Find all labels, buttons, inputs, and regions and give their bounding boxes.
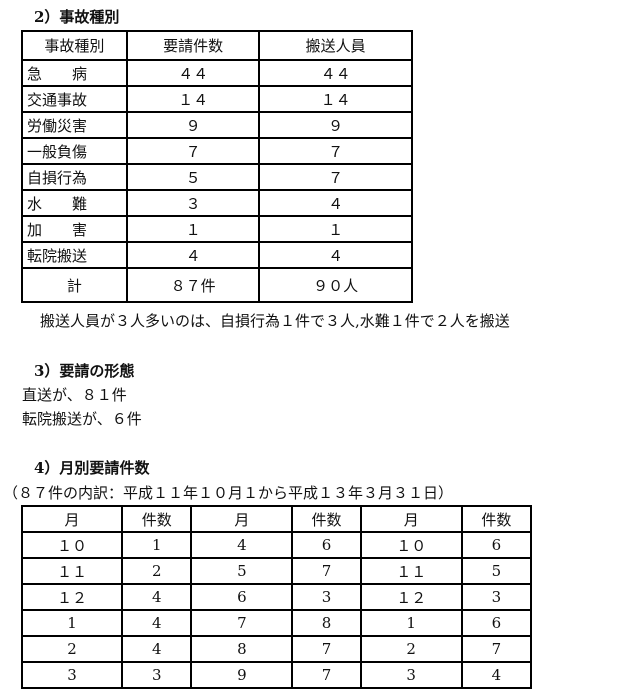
table-cell: 転院搬送 xyxy=(21,241,128,269)
table-cell: 3 xyxy=(121,661,193,689)
direct-transport-line: 直送が、８１件 xyxy=(22,386,127,404)
table-row: 交通事故 １４ １４ xyxy=(21,85,413,113)
column-header: 要請件数 xyxy=(125,30,261,61)
table-cell: 6 xyxy=(291,531,362,559)
column-header: 搬送人員 xyxy=(258,30,413,61)
column-header: 月 xyxy=(359,505,463,533)
table-cell: 7 xyxy=(291,635,362,663)
table-cell: 3 xyxy=(359,661,463,689)
header-row: 事故種別 要請件数 搬送人員 xyxy=(21,30,413,61)
table-cell: 5 xyxy=(190,557,294,585)
table-cell: 7 xyxy=(190,609,294,637)
table-cell: 2 xyxy=(359,635,463,663)
table-cell: 3 xyxy=(291,583,362,611)
section4-title: 4）月別要請件数 xyxy=(34,459,150,477)
table-cell: ４ xyxy=(125,241,261,269)
accident-type-table: 事故種別 要請件数 搬送人員急 病 ４４ ４４ 交通事故 １４ １４ 労働災害 ９ ９ 一般負傷 ７ ７ 自… xyxy=(21,30,413,303)
table-cell: 2 xyxy=(121,557,193,585)
table-row: １１ 2 5 7 １１ 5 xyxy=(20,557,533,585)
table-cell: １ xyxy=(125,215,261,243)
table-cell: １２ xyxy=(359,583,463,611)
table-row: 転院搬送 ４ ４ xyxy=(21,241,413,269)
table-cell: 2 xyxy=(20,635,124,663)
table-cell: 交通事故 xyxy=(21,85,128,113)
table-cell: 4 xyxy=(121,609,193,637)
transport-note: 搬送人員が３人多いのは、自損行為１件で３人,水難１件で２人を搬送 xyxy=(40,312,510,330)
table-cell: ４ xyxy=(258,189,413,217)
table-cell: ９０人 xyxy=(258,267,413,303)
table-cell: 労働災害 xyxy=(21,111,128,139)
table-cell: ４４ xyxy=(125,59,261,87)
table-cell: 7 xyxy=(460,635,533,663)
column-header: 件数 xyxy=(121,505,193,533)
column-header: 事故種別 xyxy=(21,30,128,61)
table-cell: ４４ xyxy=(258,59,413,87)
table-cell: ５ xyxy=(125,163,261,191)
table-cell: １１ xyxy=(20,557,124,585)
table-cell: ３ xyxy=(125,189,261,217)
table-cell: 5 xyxy=(460,557,533,585)
table-cell: 4 xyxy=(190,531,294,559)
section3-title: 3）要請の形態 xyxy=(34,362,135,380)
table-cell: １４ xyxy=(125,85,261,113)
table-cell: 加 害 xyxy=(21,215,128,243)
table-row: 急 病 ４４ ４４ xyxy=(21,59,413,87)
table-cell: 4 xyxy=(121,635,193,663)
table-cell: ７ xyxy=(258,163,413,191)
table-cell: 急 病 xyxy=(21,59,128,87)
column-header: 月 xyxy=(190,505,294,533)
monthly-requests-table: 月件数月件数月件数 １０ 1 4 6 １０ 6 １１ 2 5 7 １１ 5 １２ 4 6 3 １２ 3 1 4 7 8 1 6 2… xyxy=(20,505,533,689)
table-cell: ９ xyxy=(125,111,261,139)
table-cell: 1 xyxy=(20,609,124,637)
header-row: 月件数月件数月件数 xyxy=(20,505,533,533)
table-cell: 3 xyxy=(20,661,124,689)
table-cell: 6 xyxy=(460,609,533,637)
table-cell: 計 xyxy=(21,267,128,303)
table-cell: 6 xyxy=(460,531,533,559)
table-row: １０ 1 4 6 １０ 6 xyxy=(20,531,533,559)
table-cell: １１ xyxy=(359,557,463,585)
table-cell: 4 xyxy=(460,661,533,689)
table-cell: 水 難 xyxy=(21,189,128,217)
table-row: 計 ８７件 ９０人 xyxy=(21,267,413,303)
table-cell: ４ xyxy=(258,241,413,269)
table-cell: １ xyxy=(258,215,413,243)
table-cell: １０ xyxy=(20,531,124,559)
table-cell: ８７件 xyxy=(125,267,261,303)
table-cell: ７ xyxy=(258,137,413,165)
table-cell: 9 xyxy=(190,661,294,689)
table-cell: 1 xyxy=(359,609,463,637)
table-row: 自損行為 ５ ７ xyxy=(21,163,413,191)
table-cell: 8 xyxy=(291,609,362,637)
table-cell: ９ xyxy=(258,111,413,139)
table-cell: 4 xyxy=(121,583,193,611)
table-row: １２ 4 6 3 １２ 3 xyxy=(20,583,533,611)
table-cell: ７ xyxy=(125,137,261,165)
table-row: 一般負傷 ７ ７ xyxy=(21,137,413,165)
table-cell: 自損行為 xyxy=(21,163,128,191)
transfer-transport-line: 転院搬送が、６件 xyxy=(22,410,142,428)
table-cell: 8 xyxy=(190,635,294,663)
column-header: 月 xyxy=(20,505,124,533)
table-cell: １２ xyxy=(20,583,124,611)
table-cell: 7 xyxy=(291,557,362,585)
table-row: 労働災害 ９ ９ xyxy=(21,111,413,139)
table-cell: １０ xyxy=(359,531,463,559)
section4-subtitle: （８７件の内訳：平成１１年１０月１から平成１３年３月３１日） xyxy=(3,484,454,502)
column-header: 件数 xyxy=(460,505,533,533)
table-cell: 3 xyxy=(460,583,533,611)
table-cell: １４ xyxy=(258,85,413,113)
table-cell: 7 xyxy=(291,661,362,689)
table-cell: 一般負傷 xyxy=(21,137,128,165)
column-header: 件数 xyxy=(291,505,362,533)
table-cell: 6 xyxy=(190,583,294,611)
section2-title: 2）事故種別 xyxy=(34,8,120,26)
table-cell: 1 xyxy=(121,531,193,559)
